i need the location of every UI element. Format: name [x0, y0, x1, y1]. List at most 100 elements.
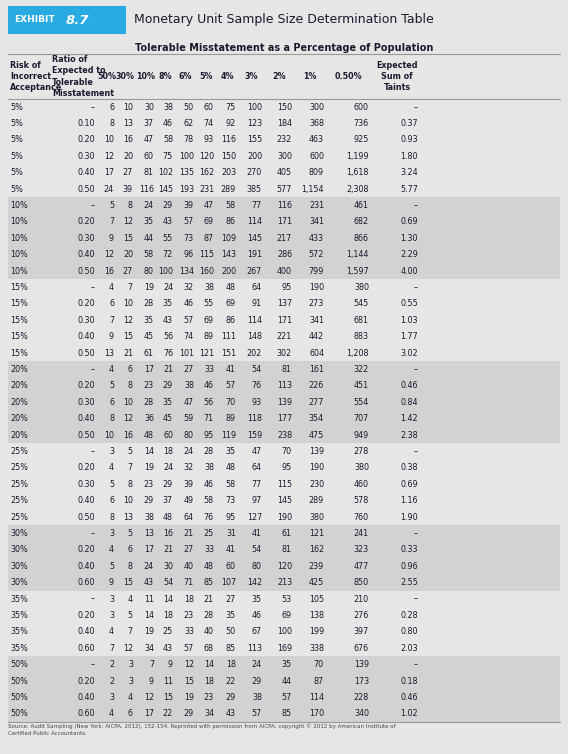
Text: 145: 145	[158, 185, 173, 194]
Text: 322: 322	[354, 365, 369, 374]
Text: 28: 28	[204, 611, 214, 620]
Text: 1.80: 1.80	[400, 152, 418, 161]
Text: 21: 21	[163, 545, 173, 554]
Text: 60: 60	[226, 562, 236, 571]
Text: 5%: 5%	[199, 72, 213, 81]
Text: 18: 18	[163, 447, 173, 456]
Text: 38: 38	[204, 283, 214, 292]
Text: 0.40: 0.40	[77, 250, 95, 259]
Text: 5: 5	[109, 562, 114, 571]
Text: 226: 226	[309, 382, 324, 391]
Text: 35: 35	[163, 398, 173, 407]
Text: 0.40: 0.40	[77, 627, 95, 636]
Text: 1.03: 1.03	[400, 316, 418, 325]
Text: 68: 68	[204, 644, 214, 653]
Text: 6: 6	[109, 496, 114, 505]
Text: 380: 380	[354, 464, 369, 473]
Text: 114: 114	[309, 693, 324, 702]
Text: 18: 18	[204, 676, 214, 685]
Text: 95: 95	[204, 431, 214, 440]
Text: 57: 57	[252, 710, 262, 719]
Text: 64: 64	[252, 464, 262, 473]
Text: 4: 4	[109, 365, 114, 374]
Text: 2.03: 2.03	[400, 644, 418, 653]
Text: 95: 95	[282, 283, 292, 292]
Text: 60: 60	[163, 431, 173, 440]
Text: –: –	[414, 365, 418, 374]
Text: 100: 100	[277, 627, 292, 636]
Text: 76: 76	[252, 382, 262, 391]
Text: 231: 231	[309, 201, 324, 210]
Text: 17: 17	[144, 365, 154, 374]
Text: 23: 23	[204, 693, 214, 702]
Text: 25%: 25%	[10, 447, 28, 456]
Text: 736: 736	[354, 119, 369, 128]
Text: 17: 17	[104, 168, 114, 177]
Text: 10%: 10%	[136, 72, 155, 81]
Text: 107: 107	[221, 578, 236, 587]
Text: 0.96: 0.96	[400, 562, 418, 571]
Text: 5%: 5%	[10, 185, 23, 194]
Text: 105: 105	[309, 595, 324, 603]
Text: 3: 3	[109, 595, 114, 603]
Text: 0.60: 0.60	[77, 578, 95, 587]
Text: 0.30: 0.30	[77, 316, 95, 325]
Bar	[8, 526, 560, 591]
Text: 7: 7	[109, 316, 114, 325]
Text: –: –	[414, 447, 418, 456]
Text: 19: 19	[144, 283, 154, 292]
Text: 0.80: 0.80	[400, 627, 418, 636]
Text: 123: 123	[247, 119, 262, 128]
Text: 47: 47	[204, 201, 214, 210]
Text: 7: 7	[128, 464, 133, 473]
Text: 1,618: 1,618	[346, 168, 369, 177]
Text: 37: 37	[163, 496, 173, 505]
Text: 58: 58	[226, 201, 236, 210]
Text: 60: 60	[144, 152, 154, 161]
Text: 100: 100	[158, 267, 173, 276]
Text: 64: 64	[252, 283, 262, 292]
Text: 0.40: 0.40	[77, 496, 95, 505]
Text: 4: 4	[128, 693, 133, 702]
Text: 35%: 35%	[10, 595, 28, 603]
Text: 24: 24	[144, 562, 154, 571]
Text: 8%: 8%	[158, 72, 172, 81]
Text: 17: 17	[144, 545, 154, 554]
Text: 15: 15	[123, 578, 133, 587]
Text: 19: 19	[144, 627, 154, 636]
Text: 10%: 10%	[10, 234, 28, 243]
Text: 19: 19	[184, 693, 194, 702]
Text: 302: 302	[277, 348, 292, 357]
Text: 162: 162	[199, 168, 214, 177]
Text: 20: 20	[123, 250, 133, 259]
Text: 1.02: 1.02	[400, 710, 418, 719]
Text: 127: 127	[247, 513, 262, 522]
Text: 0.40: 0.40	[77, 333, 95, 342]
Text: 95: 95	[282, 464, 292, 473]
Text: 73: 73	[226, 496, 236, 505]
Text: 50: 50	[184, 103, 194, 112]
Text: 190: 190	[277, 513, 292, 522]
Text: 43: 43	[163, 644, 173, 653]
Text: 37: 37	[144, 119, 154, 128]
Text: 18: 18	[226, 660, 236, 669]
Text: 27: 27	[184, 365, 194, 374]
Text: 33: 33	[204, 365, 214, 374]
Text: 85: 85	[282, 710, 292, 719]
Text: 171: 171	[277, 217, 292, 226]
Text: 81: 81	[144, 168, 154, 177]
Text: 0.60: 0.60	[77, 644, 95, 653]
Text: 2: 2	[109, 660, 114, 669]
Text: 451: 451	[354, 382, 369, 391]
Text: 0.20: 0.20	[77, 545, 95, 554]
Text: 241: 241	[354, 529, 369, 538]
Text: 16: 16	[123, 136, 133, 145]
Text: 39: 39	[123, 185, 133, 194]
Text: 681: 681	[354, 316, 369, 325]
Text: 6%: 6%	[179, 72, 192, 81]
Text: 9: 9	[168, 660, 173, 669]
Text: 160: 160	[199, 267, 214, 276]
Text: 155: 155	[247, 136, 262, 145]
Text: Expected
Sum of
Taints: Expected Sum of Taints	[377, 61, 418, 92]
Text: 58: 58	[144, 250, 154, 259]
